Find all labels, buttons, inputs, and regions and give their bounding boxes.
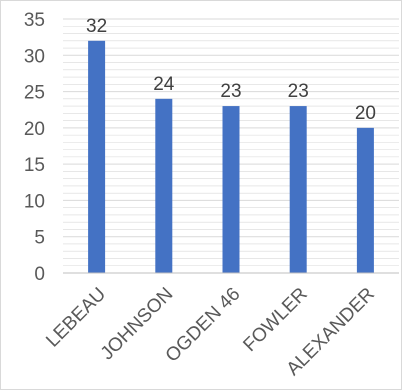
data-label: 23 bbox=[288, 81, 309, 102]
y-tick-label: 20 bbox=[24, 119, 45, 140]
bar bbox=[88, 40, 106, 274]
x-tick-label: FOWLER bbox=[239, 284, 311, 356]
bar bbox=[222, 106, 240, 273]
y-tick-label: 15 bbox=[24, 155, 45, 176]
bar bbox=[356, 127, 374, 273]
bar bbox=[155, 98, 173, 273]
y-tick-label: 5 bbox=[34, 228, 45, 249]
data-label: 24 bbox=[153, 74, 175, 95]
x-tick-label: LEBEAU bbox=[42, 284, 110, 352]
y-tick-label: 10 bbox=[24, 191, 45, 212]
data-labels: 32 24 23 23 20 bbox=[86, 16, 376, 124]
y-axis-tick-labels: 0 5 10 15 20 25 30 35 bbox=[24, 10, 45, 285]
bar bbox=[289, 106, 307, 273]
y-tick-label: 30 bbox=[24, 46, 45, 67]
bars bbox=[88, 40, 374, 274]
data-label: 23 bbox=[220, 81, 241, 102]
data-label: 20 bbox=[355, 103, 376, 124]
y-tick-label: 25 bbox=[24, 83, 45, 104]
y-tick-label: 0 bbox=[34, 264, 45, 285]
data-label: 32 bbox=[86, 16, 107, 37]
y-tick-label: 35 bbox=[24, 10, 45, 31]
